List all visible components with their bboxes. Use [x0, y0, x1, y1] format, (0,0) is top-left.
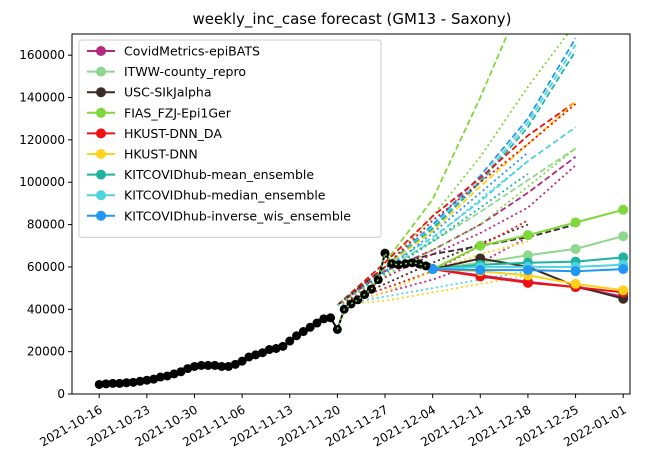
observed-point-25: [264, 345, 274, 355]
series-point-5-3: [570, 278, 581, 289]
series-point-3-4: [618, 204, 629, 215]
observed-point-26: [271, 343, 281, 353]
legend-box: [78, 39, 382, 238]
series-point-8-3: [570, 266, 581, 277]
observed-point-32: [312, 318, 322, 328]
legend-label-5: HKUST-DNN: [124, 147, 198, 162]
observed-point-46: [407, 258, 417, 268]
interval-line-11: [336, 103, 577, 306]
legend-label-2: USC-SIkJalpha: [124, 85, 212, 100]
y-tick-label-7: 140000: [19, 91, 65, 105]
chart-title: weekly_inc_case forecast (GM13 - Saxony): [192, 10, 511, 29]
observed-point-3: [115, 378, 125, 388]
legend-marker-8: [96, 210, 106, 221]
legend-marker-2: [96, 87, 106, 98]
observed-point-4: [121, 378, 131, 388]
series-point-8-2: [522, 265, 533, 276]
legend-label-3: FIAS_FZJ-Epi1Ger: [124, 105, 232, 120]
legend-marker-4: [96, 128, 106, 139]
observed-overlay-line: [336, 251, 427, 330]
observed-point-5: [128, 377, 138, 387]
observed-point-35: [332, 324, 342, 334]
observed-point-29: [292, 331, 302, 341]
observed-point-31: [305, 322, 315, 332]
observed-point-16: [203, 360, 213, 370]
observed-point-33: [319, 314, 329, 324]
observed-point-42: [380, 248, 390, 258]
legend: CovidMetrics-epiBATS ITWW-county_repro USC…: [78, 39, 382, 238]
legend-label-0: CovidMetrics-epiBATS: [124, 44, 260, 59]
legend-label-8: KITCOVIDhub-inverse_wis_ensemble: [124, 208, 351, 223]
legend-label-6: KITCOVIDhub-mean_ensemble: [124, 167, 314, 182]
legend-marker-0: [96, 46, 106, 56]
y-tick-label-5: 100000: [19, 175, 65, 189]
observed-point-0: [94, 379, 104, 389]
observed-point-13: [183, 364, 193, 374]
plot-area: [94, 34, 629, 389]
observed-point-28: [285, 336, 295, 346]
observed-point-15: [196, 360, 206, 370]
observed-point-9: [155, 372, 165, 382]
observed-point-22: [244, 352, 254, 362]
observed-point-23: [251, 350, 261, 360]
legend-label-7: KITCOVIDhub-median_ensemble: [124, 188, 326, 203]
legend-label-4: HKUST-DNN_DA: [124, 126, 222, 141]
legend-marker-3: [96, 107, 106, 118]
y-tick-label-4: 80000: [27, 218, 65, 232]
observed-point-20: [230, 359, 240, 369]
observed-point-27: [278, 341, 288, 351]
series-point-1-2: [522, 250, 533, 261]
observed-point-18: [217, 361, 227, 371]
legend-marker-6: [96, 169, 106, 180]
interval-line-8: [336, 147, 577, 306]
plot-frame: [71, 33, 631, 395]
legend-marker-1: [96, 66, 106, 77]
y-tick-label-0: 0: [57, 387, 65, 401]
series-point-5-4: [618, 285, 629, 296]
legend-marker-7: [96, 190, 106, 201]
series-point-3-2: [522, 230, 533, 241]
legend-label-1: ITWW-county_repro: [124, 64, 246, 79]
observed-point-8: [149, 374, 159, 384]
observed-point-19: [224, 361, 234, 371]
observed-point-1: [101, 379, 111, 389]
observed-point-44: [394, 260, 404, 270]
y-tick-label-1: 20000: [27, 345, 65, 359]
observed-point-14: [189, 361, 199, 371]
observed-point-30: [298, 327, 308, 337]
y-tick-label-8: 160000: [19, 48, 65, 62]
interval-line-22: [337, 270, 529, 306]
observed-point-2: [108, 378, 118, 388]
observed-point-47: [414, 259, 424, 269]
legend-marker-5: [96, 149, 106, 159]
series-point-8-1: [475, 265, 486, 276]
observed-point-6: [135, 376, 145, 386]
observed-point-10: [162, 371, 172, 381]
observed-point-17: [210, 360, 220, 370]
series-point-3-3: [570, 217, 581, 228]
series-point-4-2: [522, 277, 533, 288]
y-tick-label-2: 40000: [27, 302, 65, 316]
series-point-8-4: [618, 264, 629, 275]
y-tick-label-6: 120000: [19, 133, 65, 147]
interval-line-5: [336, 101, 577, 306]
series-point-6-4: [618, 252, 629, 263]
series-point-1-3: [570, 243, 581, 254]
observed-point-11: [169, 369, 179, 379]
observed-point-24: [258, 348, 268, 358]
y-tick-label-3: 60000: [27, 260, 65, 274]
plot-content: [94, 34, 629, 389]
series-point-1-4: [618, 231, 629, 242]
interval-line-21: [337, 274, 529, 306]
observed-point-34: [326, 313, 336, 323]
series-point-3-1: [475, 240, 486, 251]
observed-point-7: [142, 375, 152, 385]
interval-line-13: [336, 160, 529, 306]
observed-point-21: [237, 356, 247, 366]
observed-point-12: [176, 367, 186, 377]
